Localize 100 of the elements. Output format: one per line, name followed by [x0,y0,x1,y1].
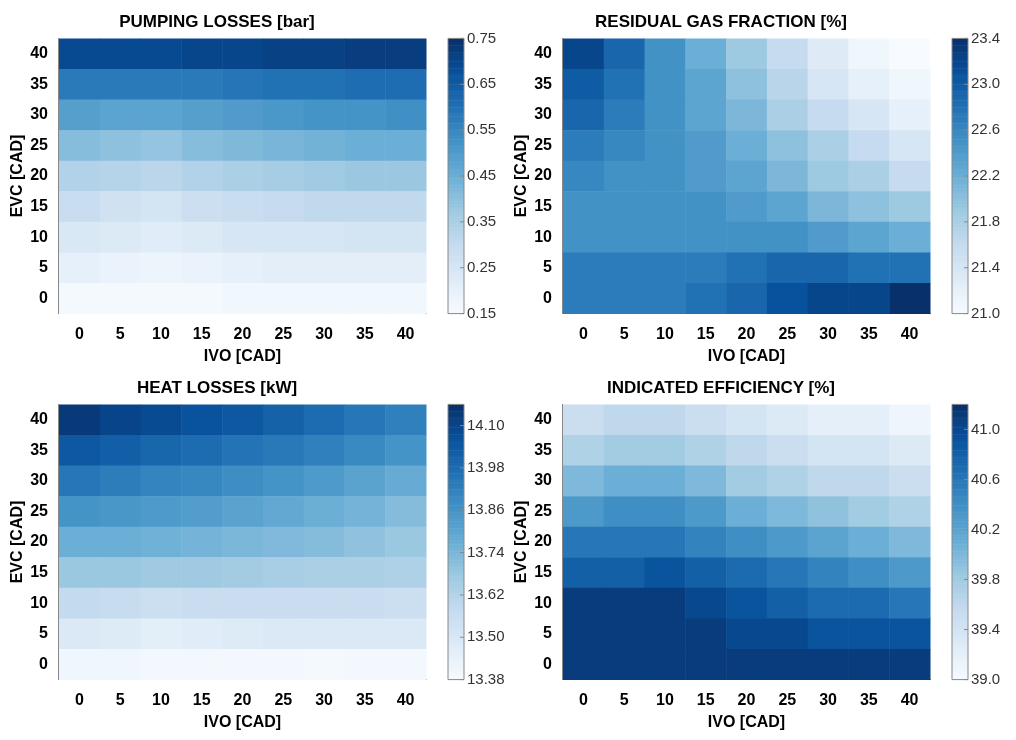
color-bar-label: 13.98 [467,458,505,476]
color-bar-label: 21.8 [971,212,1001,230]
y-tick-label: 0 [543,288,553,306]
x-tick-label: 5 [619,324,629,342]
x-axis-title: IVO [CAD] [203,712,282,730]
y-tick-label: 35 [30,74,49,92]
y-tick-label: 40 [534,44,553,62]
x-tick-label: 20 [233,324,252,342]
color-bar-label: 13.86 [467,500,505,518]
chart-title: PUMPING LOSSES [bar] [119,11,315,31]
color-bar-label: 22.6 [971,120,1001,138]
x-tick-label: 35 [859,324,878,342]
x-tick-label: 25 [778,324,797,342]
x-tick-label: 40 [900,324,919,342]
x-axis-title: IVO [CAD] [707,346,786,364]
color-bar-label: 0.65 [467,74,497,92]
y-tick-label: 15 [534,196,553,214]
y-tick-label: 30 [534,105,553,123]
y-tick-label: 15 [534,562,553,580]
x-axis-title: IVO [CAD] [707,712,786,730]
x-tick-label: 20 [737,690,756,708]
x-tick-label: 30 [819,690,838,708]
y-tick-label: 40 [30,410,49,428]
y-tick-label: 35 [30,440,49,458]
x-tick-label: 30 [819,324,838,342]
x-tick-label: 15 [192,690,211,708]
x-tick-label: 35 [355,690,374,708]
y-tick-label: 5 [39,258,49,276]
x-tick-label: 10 [656,690,674,708]
color-bar-label: 22.2 [971,166,1001,184]
x-tick-label: 5 [619,690,629,708]
y-tick-label: 5 [543,258,553,276]
y-tick-label: 30 [534,471,553,489]
x-axis-title: IVO [CAD] [203,346,282,364]
color-bar-label: 13.74 [467,542,505,560]
color-bar-label: 40.2 [971,519,1001,537]
y-tick-label: 15 [30,196,49,214]
y-axis-title: EVC [CAD] [512,500,530,584]
y-tick-label: 35 [534,74,553,92]
x-tick-label: 15 [696,324,715,342]
y-tick-label: 0 [39,288,49,306]
y-tick-label: 25 [534,501,553,519]
x-tick-label: 25 [778,690,797,708]
x-tick-label: 35 [859,690,878,708]
y-tick-label: 10 [30,593,49,611]
y-tick-label: 35 [534,440,553,458]
y-tick-label: 5 [543,624,553,642]
y-tick-label: 20 [534,532,553,550]
x-tick-label: 5 [115,324,125,342]
y-tick-label: 5 [39,624,49,642]
color-bar-label: 13.38 [467,669,505,687]
color-bar-label: 0.15 [467,303,497,321]
x-tick-label: 0 [578,690,588,708]
color-bar-label: 21.4 [971,257,1001,275]
color-bar-label: 39.4 [971,619,1001,637]
x-tick-label: 0 [74,324,84,342]
y-tick-label: 0 [543,654,553,672]
y-tick-label: 40 [30,44,49,62]
y-tick-label: 20 [30,166,49,184]
color-bar-label: 39.0 [971,669,1001,687]
color-bar-label: 39.8 [971,569,1001,587]
y-tick-label: 0 [39,654,49,672]
x-tick-label: 35 [355,324,374,342]
y-tick-label: 10 [30,227,49,245]
y-tick-label: 20 [30,532,49,550]
y-axis-title: EVC [CAD] [8,134,26,218]
color-bar-label: 0.25 [467,257,497,275]
y-tick-label: 30 [30,471,49,489]
y-tick-label: 25 [30,501,49,519]
y-tick-label: 30 [30,105,49,123]
color-bar-label: 14.10 [467,415,505,433]
x-tick-label: 30 [315,324,334,342]
x-tick-label: 40 [900,690,919,708]
y-axis-title: EVC [CAD] [8,500,26,584]
x-tick-label: 40 [396,324,415,342]
x-tick-label: 20 [233,690,252,708]
chart-title: HEAT LOSSES [kW] [136,377,298,397]
x-tick-label: 15 [696,690,715,708]
x-tick-label: 5 [115,690,125,708]
x-tick-label: 25 [274,690,293,708]
chart-title: INDICATED EFFICIENCY [%] [607,377,835,397]
y-tick-label: 10 [534,227,553,245]
x-tick-label: 20 [737,324,756,342]
color-bar-label: 0.75 [467,28,497,46]
x-tick-label: 0 [578,324,588,342]
y-tick-label: 40 [534,410,553,428]
x-tick-label: 30 [315,690,334,708]
x-tick-label: 10 [152,690,170,708]
y-tick-label: 25 [534,135,553,153]
color-bar-label: 0.55 [467,120,497,138]
y-tick-label: 20 [534,166,553,184]
x-tick-label: 10 [152,324,170,342]
x-tick-label: 40 [396,690,415,708]
y-tick-label: 10 [534,593,553,611]
y-tick-label: 15 [30,562,49,580]
color-bar-label: 0.35 [467,212,497,230]
color-bar-label: 0.45 [467,166,497,184]
x-tick-label: 25 [274,324,293,342]
color-bar-label: 13.50 [467,627,505,645]
chart-title: RESIDUAL GAS FRACTION [%] [595,11,847,31]
